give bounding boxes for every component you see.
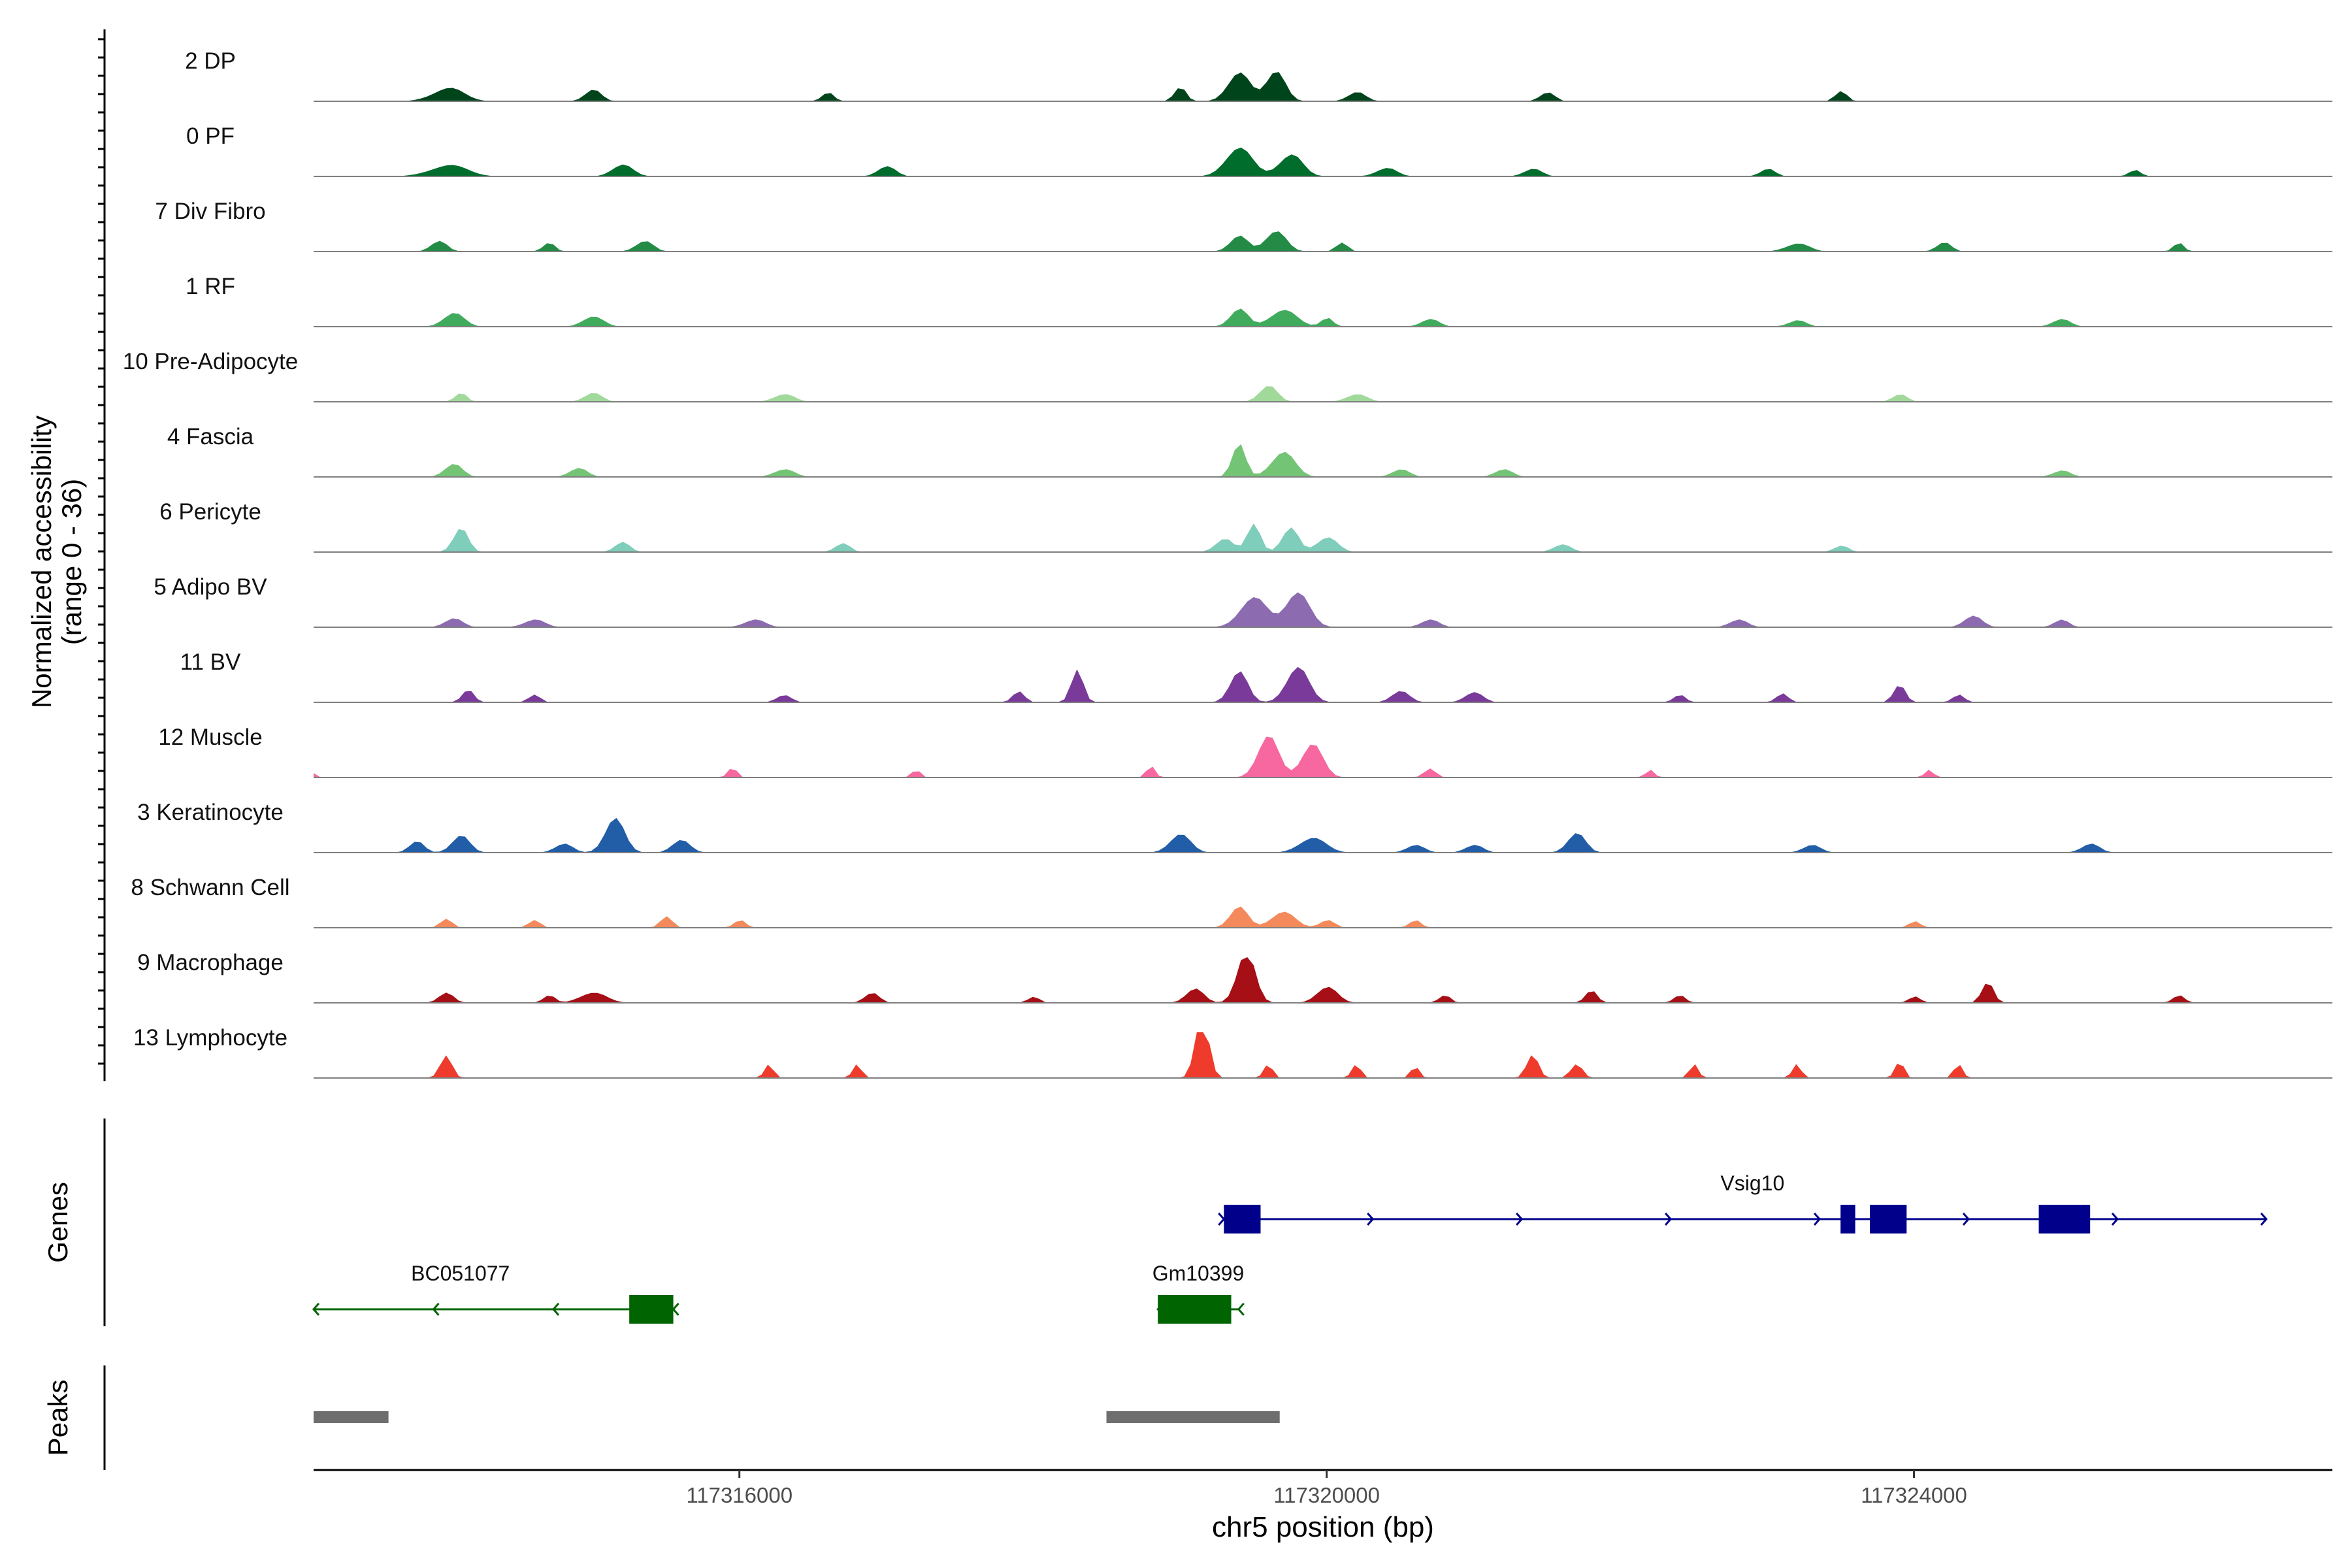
exon [1224,1205,1261,1233]
coverage-area [314,308,2332,327]
track-8: 11 BV [180,649,2332,703]
track-label: 12 Muscle [158,725,263,750]
track-label: 6 Pericyte [159,499,261,525]
strand-arrow [432,1303,440,1316]
track-0: 2 DP [185,48,2332,102]
x-axis-ticks: 117316000 117320000 117324000 [686,1470,1967,1507]
x-axis-title: chr5 position (bp) [1212,1511,1434,1543]
exon [1870,1205,1907,1233]
track-4: 10 Pre-Adipocyte [123,349,2332,402]
peak-regions [314,1411,1280,1423]
coverage-area [314,666,2332,702]
strand-arrow [1962,1213,1970,1226]
track-label: 11 BV [180,649,241,675]
x-tick-label: 117324000 [1861,1483,1967,1507]
strand-arrow [1367,1213,1375,1226]
strand-arrow [552,1303,560,1316]
gene-BC051077: BC051077 [312,1262,679,1324]
track-2: 7 Div Fibro [155,199,2332,252]
coverage-area [314,906,2332,928]
track-6: 6 Pericyte [159,499,2332,553]
strand-arrow [312,1303,320,1316]
coverage-area [314,1032,2332,1078]
x-tick-label: 117320000 [1273,1483,1380,1507]
gene-Vsig10: Vsig10 [1218,1171,2268,1233]
strand-arrow [2111,1213,2119,1226]
track-label: 3 Keratinocyte [137,800,284,825]
track-5: 4 Fascia [167,424,2332,478]
coverage-area [314,592,2332,627]
track-label: 7 Div Fibro [155,199,265,224]
genes-panel-title: Genes [42,1182,73,1263]
exon [2038,1205,2091,1233]
exon [629,1295,674,1324]
strand-arrow [1237,1303,1245,1316]
gene-label: Gm10399 [1152,1262,1245,1285]
strand-arrow [1665,1213,1673,1226]
gene-Gm10399: Gm10399 [1152,1262,1245,1324]
track-13: 13 Lymphocyte [133,1025,2332,1079]
coverage-area [314,386,2332,402]
track-label: 10 Pre-Adipocyte [123,349,298,374]
track-9: 12 Muscle [158,725,2332,778]
peak-region-1 [1106,1411,1280,1423]
peaks-panel-title: Peaks [42,1380,73,1456]
coverage-axis-ticks [98,38,105,1065]
gene-annotations: Vsig10 BC051077 Gm10399 [312,1171,2268,1324]
strand-arrow [2260,1213,2268,1226]
track-label: 1 RF [186,274,235,299]
track-label: 8 Schwann Cell [131,875,289,900]
strand-arrow [1516,1213,1524,1226]
coverage-area [314,444,2332,477]
peak-region-0 [314,1411,389,1423]
track-11: 8 Schwann Cell [131,875,2332,928]
strand-arrow [1218,1213,1226,1226]
track-label: 5 Adipo BV [154,574,267,600]
track-label: 13 Lymphocyte [133,1025,287,1051]
coverage-area [314,231,2332,252]
strand-arrow [672,1303,679,1316]
track-12: 9 Macrophage [137,950,2332,1004]
track-7: 5 Adipo BV [154,574,2332,628]
exon [1158,1295,1232,1324]
track-1: 0 PF [186,123,2332,177]
gene-label: Vsig10 [1720,1171,1784,1195]
exon [1840,1205,1855,1233]
coverage-area [314,523,2332,552]
track-label: 4 Fascia [167,424,254,449]
coverage-area [314,147,2332,176]
y-axis-subtitle: (range 0 - 36) [56,479,87,645]
gene-label: BC051077 [411,1262,510,1285]
y-axis-title: Normalized accessibility [26,416,57,708]
coverage-area [314,72,2332,101]
track-label: 2 DP [185,48,236,74]
track-3: 1 RF [186,274,2332,327]
track-10: 3 Keratinocyte [137,800,2332,853]
coverage-area [314,736,2332,777]
coverage-area [314,957,2332,1003]
strand-arrow [1813,1213,1821,1226]
track-label: 9 Macrophage [137,950,284,975]
coverage-tracks: 2 DP 0 PF 7 Div Fibro 1 RF 10 Pre-Adipocyte 4… [123,48,2332,1079]
x-tick-label: 117316000 [686,1483,792,1507]
track-label: 0 PF [186,123,235,149]
coverage-area [314,817,2332,853]
